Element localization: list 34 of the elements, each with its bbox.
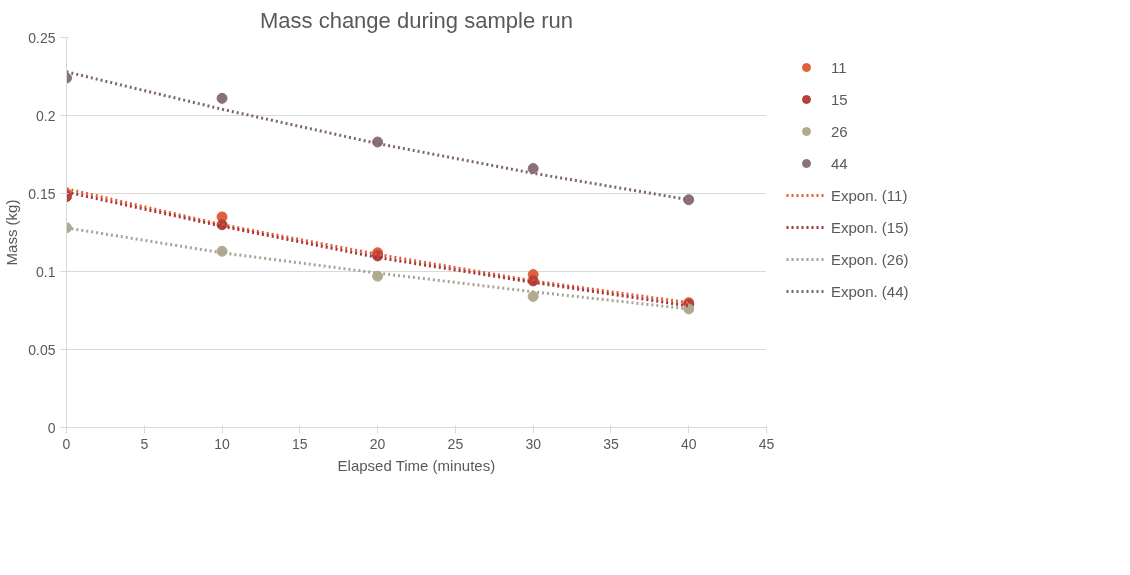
x-tick-label: 0 [62, 435, 71, 452]
legend-label: Expon. (15) [831, 218, 909, 236]
x-tick-label: 40 [680, 435, 697, 452]
x-tick-label: 5 [140, 435, 149, 452]
legend-label: Expon. (44) [831, 282, 909, 300]
x-tick-label: 30 [525, 435, 542, 452]
point [372, 136, 384, 148]
x-tick-label: 20 [369, 435, 386, 452]
point [372, 270, 384, 282]
point [527, 163, 539, 175]
x-tick-label: 15 [292, 435, 308, 452]
x-tick-label: 35 [603, 435, 619, 452]
x-axis-title: Elapsed Time (minutes) [337, 456, 496, 474]
legend-label: Expon. (11) [831, 186, 908, 204]
legend-label: 44 [831, 154, 849, 172]
chart-title: Mass change during sample run [259, 7, 574, 33]
y-tick-label: 0.2 [36, 107, 56, 124]
y-tick-label: 0.25 [28, 29, 56, 46]
y-tick-label: 0.15 [28, 185, 56, 202]
legend-label: Expon. (26) [831, 250, 909, 268]
y-tick-label: 0.05 [28, 341, 56, 358]
point [216, 92, 228, 104]
point [527, 290, 539, 302]
point [683, 303, 695, 315]
legend-label: 15 [831, 90, 849, 108]
y-axis-title: Mass (kg) [3, 199, 21, 266]
legend-label: 11 [831, 58, 848, 76]
x-tick-label: 10 [214, 435, 231, 452]
y-tick-label: 0 [47, 419, 56, 436]
y-tick-label: 0.1 [36, 263, 56, 280]
x-tick-label: 45 [758, 435, 775, 452]
x-tick-label: 25 [447, 435, 464, 452]
point [683, 194, 695, 206]
legend-label: 26 [831, 122, 849, 140]
